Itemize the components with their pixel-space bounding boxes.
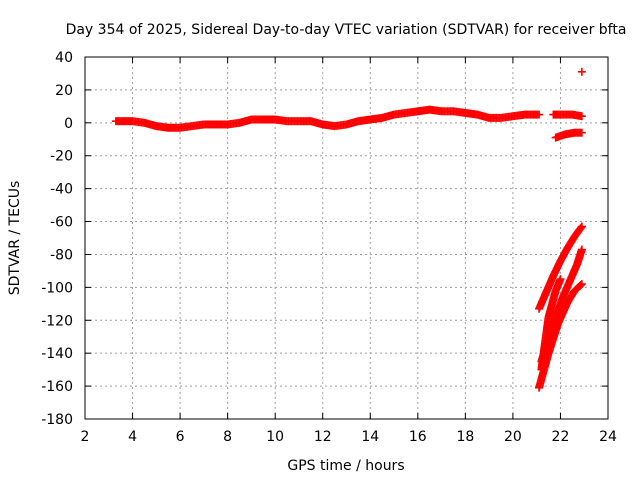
x-tick-label: 2 <box>81 429 90 445</box>
y-tick-label: -80 <box>50 247 73 263</box>
series-late-descent-3 <box>535 280 586 392</box>
series-late-outlier <box>577 67 586 76</box>
series-late-upper-1 <box>549 110 586 121</box>
x-tick-label: 20 <box>504 429 522 445</box>
y-tick-label: 20 <box>55 83 73 99</box>
y-tick-label: -180 <box>41 412 73 428</box>
data-point <box>577 128 586 137</box>
plot-frame <box>84 56 609 420</box>
x-tick-label: 14 <box>361 429 379 445</box>
data-point <box>577 222 586 231</box>
y-tick-label: -40 <box>50 182 73 198</box>
x-tick-label: 22 <box>552 429 570 445</box>
x-tick-label: 12 <box>314 429 332 445</box>
series-late-upper-2 <box>551 128 586 142</box>
chart-title: Day 354 of 2025, Sidereal Day-to-day VTE… <box>66 22 627 38</box>
x-tick-label: 6 <box>176 429 185 445</box>
data-point <box>577 67 586 76</box>
y-tick-label: -140 <box>41 346 73 362</box>
series-late-descent-4 <box>537 275 565 374</box>
marks-layer <box>111 67 586 392</box>
x-tick-label: 8 <box>223 429 232 445</box>
data-point <box>577 280 586 289</box>
y-tick-label: -100 <box>41 280 73 296</box>
data-point <box>577 112 586 121</box>
x-axis-title: GPS time / hours <box>287 458 404 474</box>
y-tick-label: 0 <box>64 116 73 132</box>
y-tick-label: -60 <box>50 215 73 231</box>
data-point <box>535 110 544 119</box>
x-tick-label: 16 <box>409 429 427 445</box>
x-tick-label: 18 <box>456 429 474 445</box>
y-axis-title: SDTVAR / TECUs <box>7 181 23 296</box>
y-tick-label: -120 <box>41 313 73 329</box>
data-point <box>576 281 585 290</box>
y-tick-label: -20 <box>50 149 73 165</box>
x-tick-label: 24 <box>599 429 617 445</box>
series-main-trace <box>111 105 544 132</box>
y-tick-label: -160 <box>41 379 73 395</box>
data-point <box>577 245 586 254</box>
series-late-descent-1 <box>535 222 586 313</box>
y-tick-label: 40 <box>55 50 73 66</box>
x-tick-label: 4 <box>128 429 137 445</box>
ticks-layer: 2 4 6 8 10 12 14 16 18 20 22 24-180-160-140-120-100… <box>41 50 617 445</box>
x-tick-label: 10 <box>266 429 284 445</box>
data-point <box>556 275 565 284</box>
series-late-descent-2 <box>537 245 586 366</box>
